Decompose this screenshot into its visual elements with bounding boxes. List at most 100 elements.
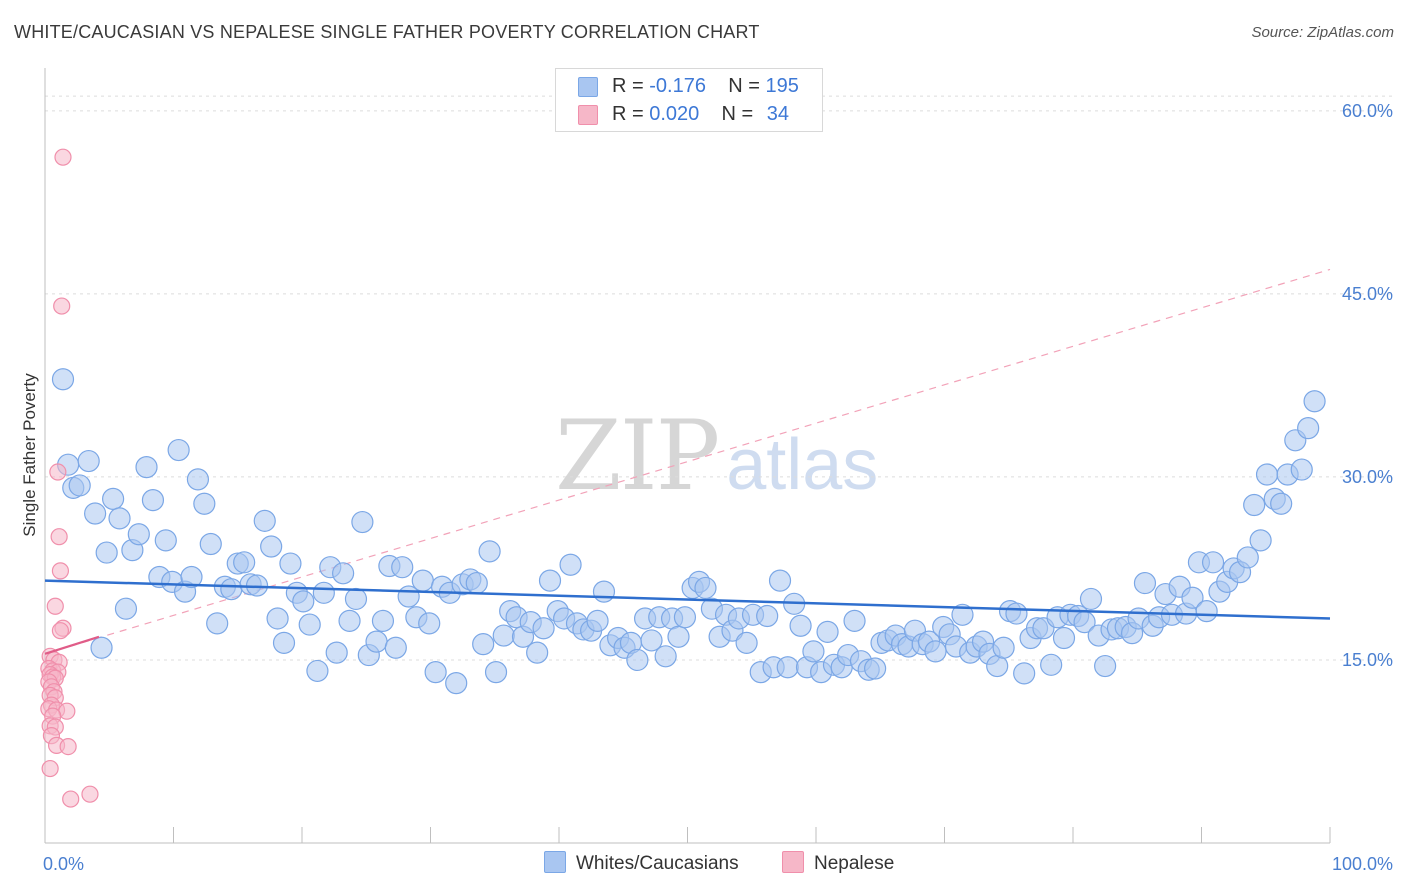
point-whites	[141, 488, 165, 512]
point-whites	[667, 625, 690, 648]
legend-item-nepalese[interactable]: Nepalese	[782, 850, 894, 878]
point-whites	[586, 609, 609, 633]
point-whites	[306, 659, 329, 683]
y-tick-label: 15.0%	[1342, 650, 1393, 670]
point-whites	[472, 632, 495, 656]
stats-text-nepalese: R = 0.020 N = 34	[612, 100, 789, 128]
point-whites	[924, 640, 947, 663]
point-whites	[154, 529, 177, 552]
point-nepalese	[59, 737, 77, 756]
point-whites	[186, 468, 210, 491]
chart-title: WHITE/CAUCASIAN VS NEPALESE SINGLE FATHE…	[14, 22, 760, 42]
r-value: 0.020	[649, 103, 700, 125]
point-whites	[843, 609, 866, 633]
legend: Whites/Caucasians Nepalese	[0, 850, 1406, 878]
point-whites	[272, 631, 296, 654]
y-tick-label: 60.0%	[1342, 101, 1393, 121]
r-label: R =	[612, 103, 644, 125]
point-whites	[735, 631, 758, 654]
point-whites	[206, 612, 229, 635]
legend-swatch-whites	[544, 851, 566, 873]
point-whites	[1290, 458, 1313, 481]
point-whites	[233, 551, 256, 574]
legend-label-nepalese: Nepalese	[814, 853, 895, 874]
y-tick-label: 30.0%	[1342, 467, 1393, 487]
n-label: N =	[728, 75, 760, 97]
point-whites	[391, 556, 414, 579]
point-whites	[802, 640, 825, 663]
point-whites	[1249, 529, 1272, 552]
watermark-atlas: atlas	[726, 425, 879, 505]
point-whites	[559, 553, 582, 576]
legend-label-whites: Whites/Caucasians	[576, 853, 739, 874]
r-value: -0.176	[649, 75, 706, 97]
point-nepalese	[51, 622, 70, 640]
point-whites	[84, 502, 107, 525]
point-whites	[90, 636, 113, 659]
point-whites	[465, 571, 488, 595]
x-tick-label: 100.0%	[1332, 854, 1393, 874]
point-whites	[77, 449, 100, 473]
tick-labels: 15.0% 30.0% 45.0% 60.0% 0.0% 100.0%	[43, 101, 1393, 874]
point-whites	[351, 510, 374, 534]
y-axis-label: Single Father Poverty	[20, 373, 39, 537]
point-whites	[365, 630, 388, 653]
point-whites	[344, 587, 368, 611]
point-whites	[484, 661, 508, 684]
point-whites	[102, 487, 125, 510]
point-whites	[424, 661, 447, 684]
point-whites	[532, 617, 555, 640]
point-whites	[266, 607, 289, 630]
point-nepalese	[62, 790, 80, 808]
point-whites	[220, 578, 243, 601]
point-whites	[768, 569, 792, 592]
point-whites	[1270, 492, 1293, 515]
data-points	[40, 148, 1326, 808]
stats-swatch-whites	[578, 77, 598, 97]
point-whites	[167, 438, 190, 462]
point-whites	[673, 606, 697, 629]
legend-item-whites[interactable]: Whites/Caucasians	[544, 850, 739, 878]
point-whites	[492, 624, 515, 647]
point-whites	[1005, 602, 1028, 625]
stats-text-whites: R = -0.176 N = 195	[612, 72, 799, 100]
point-whites	[789, 614, 812, 637]
point-whites	[1195, 600, 1218, 623]
point-nepalese	[54, 148, 72, 166]
point-whites	[526, 641, 549, 664]
point-nepalese	[53, 297, 71, 315]
point-whites	[1181, 586, 1204, 609]
point-whites	[418, 612, 441, 635]
stats-swatch-nepalese	[578, 105, 598, 125]
point-whites	[411, 569, 434, 592]
point-nepalese	[46, 597, 64, 615]
point-nepalese	[49, 463, 67, 481]
point-whites	[1094, 654, 1117, 678]
point-whites	[108, 507, 131, 530]
point-whites	[180, 565, 203, 589]
point-whites	[445, 672, 468, 695]
point-whites	[292, 590, 315, 613]
point-whites	[371, 609, 395, 633]
point-whites	[114, 597, 138, 620]
point-whites	[384, 636, 407, 659]
point-whites	[51, 368, 75, 391]
point-whites	[1297, 416, 1320, 440]
point-whites	[951, 603, 974, 626]
point-whites	[279, 552, 302, 575]
point-whites	[694, 576, 717, 600]
chart-source: Source: ZipAtlas.com	[1251, 24, 1394, 41]
point-whites	[776, 656, 799, 679]
point-whites	[864, 657, 887, 680]
point-whites	[127, 523, 150, 546]
point-whites	[1236, 546, 1259, 569]
n-value: 195	[765, 75, 799, 97]
point-whites	[592, 580, 616, 603]
point-whites	[654, 645, 677, 668]
point-whites	[992, 636, 1015, 659]
point-whites	[538, 569, 562, 592]
point-whites	[135, 456, 158, 479]
point-whites	[816, 620, 839, 643]
n-value: 34	[766, 103, 790, 125]
point-whites	[1079, 587, 1103, 611]
